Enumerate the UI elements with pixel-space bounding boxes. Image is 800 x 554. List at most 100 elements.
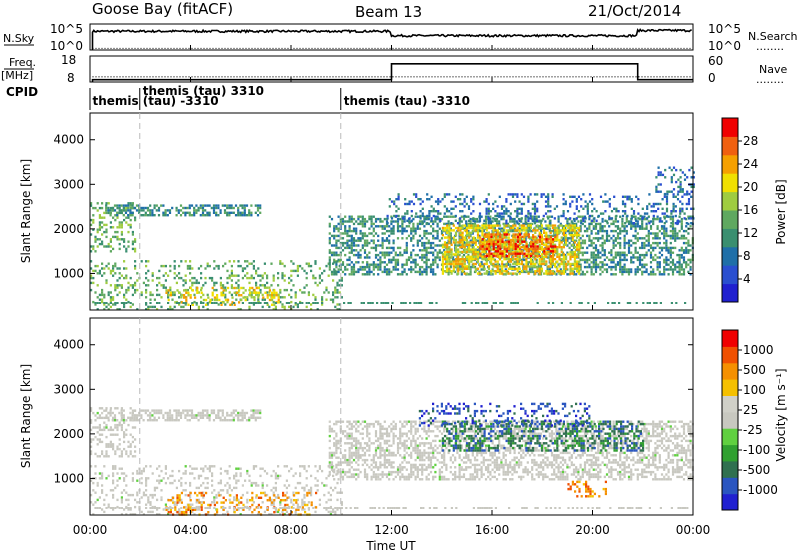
data-cell [120,209,123,212]
data-cell [548,227,551,230]
data-cell [515,273,518,276]
data-cell [496,236,499,239]
data-cell [231,286,234,290]
data-cell [479,252,482,255]
data-cell [665,241,668,245]
data-cell [156,284,159,287]
data-cell [357,237,360,240]
data-cell [583,220,587,223]
data-cell [190,214,194,217]
data-cell [511,253,514,257]
data-cell [594,244,598,247]
data-cell [107,445,110,448]
data-cell [674,229,677,233]
data-cell [592,265,595,269]
data-cell [266,296,269,299]
data-cell [523,265,526,268]
data-cell [272,300,275,304]
data-cell [680,225,683,228]
data-cell [627,270,631,274]
data-cell [532,250,535,253]
data-cell [254,211,257,214]
data-cell [663,258,666,262]
data-cell [454,214,457,218]
data-cell [645,225,648,228]
data-cell [490,226,493,230]
data-cell [586,202,589,206]
data-cell [530,245,533,248]
data-cell [403,270,406,274]
data-cell [492,254,495,258]
data-cell [498,255,502,258]
data-cell [283,305,286,309]
data-cell [677,185,680,189]
data-cell [348,217,351,221]
data-cell [664,192,667,196]
data-cell [536,219,539,222]
data-cell [656,232,659,235]
cpid-entry: themis (tau) 3310 [143,84,264,98]
data-cell [443,226,447,230]
data-cell [158,281,161,285]
data-cell [346,234,349,238]
data-cell [314,298,317,301]
data-cell [680,227,683,230]
data-cell [403,217,406,221]
data-cell [543,260,546,263]
data-cell [679,176,682,179]
data-cell [505,233,508,236]
data-cell [560,246,563,249]
data-cell [568,232,571,235]
data-cell [432,268,435,271]
data-cell [630,207,633,210]
data-cell [541,242,544,246]
data-cell [594,258,598,262]
data-cell [676,265,679,269]
data-cell [237,286,240,289]
data-cell [624,202,627,206]
data-cell [493,217,496,221]
data-cell [614,237,617,240]
data-cell [499,250,502,253]
data-cell [454,231,458,234]
data-cell [193,206,196,210]
data-cell [392,268,395,271]
data-cell [665,246,668,250]
data-cell [619,241,622,245]
data-cell [625,229,628,233]
data-cell [350,244,353,247]
data-cell [665,214,669,218]
data-cell [501,272,504,275]
data-cell [268,298,271,302]
data-cell [500,205,504,208]
data-cell [167,291,170,294]
data-cell [483,254,486,258]
data-cell [562,255,565,258]
data-cell [436,215,439,218]
data-cell [576,231,579,234]
data-cell [554,265,557,268]
data-cell [410,232,413,235]
data-cell [233,291,236,294]
data-cell [488,238,491,241]
data-cell [377,263,380,266]
data-cell [443,258,447,261]
data-cell [372,246,375,250]
data-cell [394,258,397,262]
data-cell [124,211,128,214]
data-cell [429,263,433,266]
data-cell [168,411,172,415]
data-cell [690,195,693,198]
data-cell [127,230,130,234]
data-cell [248,308,251,311]
data-cell [167,289,170,292]
data-cell [409,302,412,304]
data-cell [494,248,497,251]
data-cell [547,245,550,248]
data-cell [564,200,567,203]
data-cell [184,414,187,417]
data-cell [454,219,457,222]
data-cell [429,251,433,254]
data-cell [414,232,417,235]
